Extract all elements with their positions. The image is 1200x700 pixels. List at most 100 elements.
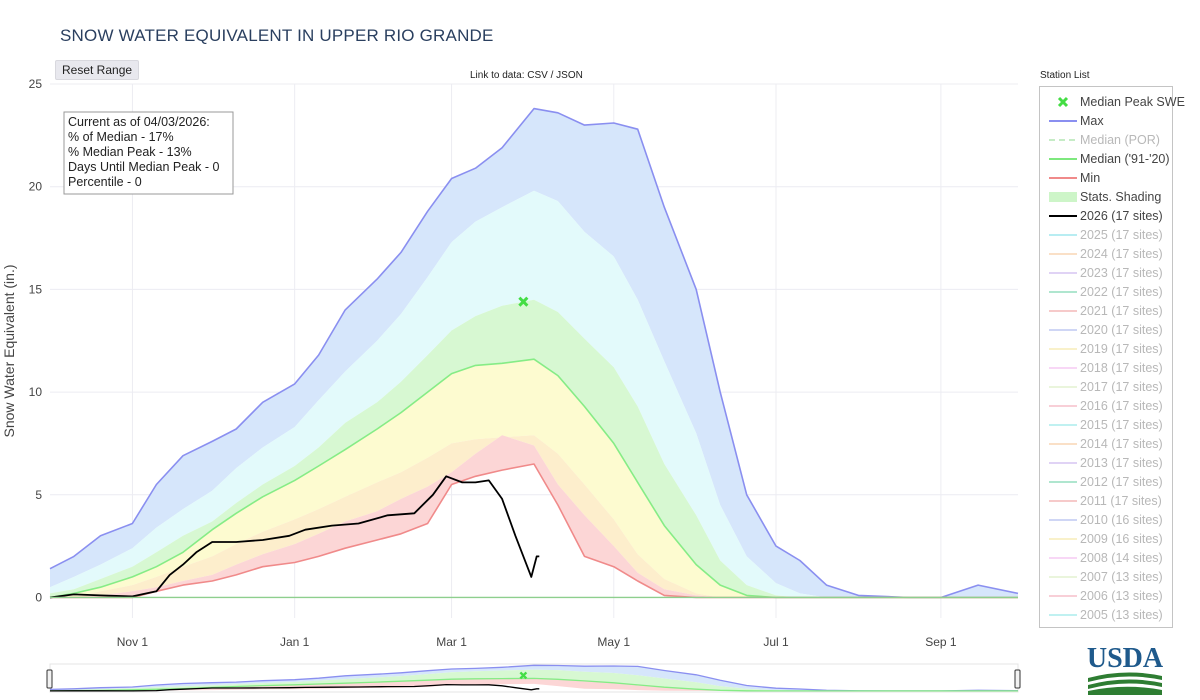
status-line: Days Until Median Peak - 0 — [68, 160, 220, 174]
legend-label: Median ('91-'20) — [1080, 152, 1170, 166]
stat-lines — [49, 107, 1019, 599]
stats-shading — [50, 108, 1018, 598]
range-handle-right[interactable] — [1014, 669, 1021, 689]
legend-swatch — [1049, 291, 1077, 293]
legend-label: 2020 (17 sites) — [1080, 323, 1163, 337]
x-tick-label: Mar 1 — [436, 635, 467, 649]
legend-item[interactable]: 2011 (17 sites) — [1040, 492, 1172, 511]
legend-swatch — [1049, 462, 1077, 464]
status-box: Current as of 04/03/2026:% of Median - 1… — [63, 111, 234, 195]
legend-label: 2009 (16 sites) — [1080, 532, 1163, 546]
legend-swatch — [1049, 253, 1077, 255]
legend-swatch — [1049, 367, 1077, 369]
legend-item[interactable]: Median Peak SWE — [1040, 93, 1185, 112]
legend-item[interactable]: 2017 (17 sites) — [1040, 378, 1172, 397]
mini-max-line — [49, 664, 1019, 692]
chart-title: SNOW WATER EQUIVALENT IN UPPER RIO GRAND… — [60, 26, 494, 45]
legend-swatch — [1049, 538, 1077, 540]
legend-label: 2008 (14 sites) — [1080, 551, 1163, 565]
legend-label: 2012 (17 sites) — [1080, 475, 1163, 489]
legend-swatch — [1049, 576, 1077, 578]
data-link[interactable]: Link to data: CSV / JSON — [470, 70, 583, 81]
legend-label: Max — [1080, 114, 1104, 128]
legend-item[interactable]: 2010 (16 sites) — [1040, 511, 1172, 530]
legend-label: 2017 (17 sites) — [1080, 380, 1163, 394]
legend-item[interactable]: Min — [1040, 169, 1172, 188]
legend-item[interactable]: 2008 (14 sites) — [1040, 549, 1172, 568]
legend-label: 2006 (13 sites) — [1080, 589, 1163, 603]
legend-swatch — [1049, 310, 1077, 312]
legend-label: 2018 (17 sites) — [1080, 361, 1163, 375]
legend-swatch — [1049, 519, 1077, 521]
legend-label: Stats. Shading — [1080, 190, 1162, 204]
legend-item[interactable]: 2018 (17 sites) — [1040, 359, 1172, 378]
legend-item[interactable]: 2012 (17 sites) — [1040, 473, 1172, 492]
legend-swatch — [1049, 481, 1077, 483]
legend-swatch — [1049, 386, 1077, 388]
y-tick-label: 10 — [29, 385, 43, 399]
legend-item[interactable]: 2024 (17 sites) — [1040, 245, 1172, 264]
band-median-p30 — [50, 359, 1018, 598]
legend-swatch — [1057, 96, 1069, 108]
legend-label: 2019 (17 sites) — [1080, 342, 1163, 356]
y-tick-label: 25 — [29, 77, 43, 91]
status-line: Current as of 04/03/2026: — [68, 115, 210, 129]
legend-swatch — [1049, 557, 1077, 559]
legend-item[interactable]: 2025 (17 sites) — [1040, 226, 1172, 245]
range-handle-left[interactable] — [46, 669, 53, 689]
status-box-frame — [63, 111, 234, 195]
mini-current-line — [49, 683, 540, 692]
legend-swatch — [1049, 139, 1077, 141]
legend-label: 2016 (17 sites) — [1080, 399, 1163, 413]
legend-swatch — [1049, 158, 1077, 160]
x-tick-label: Sep 1 — [925, 635, 957, 649]
legend-item[interactable]: Median (POR) — [1040, 131, 1172, 150]
range-slider[interactable] — [46, 663, 1021, 693]
usda-logo: USDA — [1087, 643, 1164, 695]
legend-swatch — [1049, 215, 1077, 217]
legend-label: 2011 (17 sites) — [1080, 494, 1162, 508]
max-line — [49, 107, 1019, 599]
current-year-line — [49, 475, 540, 599]
legend-swatch — [1049, 120, 1077, 122]
legend-item[interactable]: 2019 (17 sites) — [1040, 340, 1172, 359]
usda-logo-text: USDA — [1087, 643, 1164, 674]
legend-swatch — [1049, 177, 1077, 179]
band-p90-p70 — [50, 190, 1018, 598]
reset-range-button[interactable]: Reset Range — [55, 60, 140, 80]
legend-item[interactable]: 2021 (17 sites) — [1040, 302, 1172, 321]
legend-swatch — [1049, 595, 1077, 597]
legend-swatch — [1049, 405, 1077, 407]
legend-item[interactable]: 2007 (13 sites) — [1040, 568, 1172, 587]
y-tick-label: 15 — [29, 282, 43, 296]
legend-item[interactable]: 2005 (13 sites) — [1040, 606, 1172, 625]
legend-item[interactable]: 2026 (17 sites) — [1040, 207, 1172, 226]
legend: Median Peak SWE Max Median (POR) Median ('9… — [1039, 86, 1185, 628]
legend-label: 2007 (13 sites) — [1080, 570, 1163, 584]
legend-item[interactable]: 2020 (17 sites) — [1040, 321, 1172, 340]
legend-item[interactable]: 2009 (16 sites) — [1040, 530, 1172, 549]
legend-item[interactable]: 2014 (17 sites) — [1040, 435, 1172, 454]
legend-label: 2023 (17 sites) — [1080, 266, 1163, 280]
legend-label: 2014 (17 sites) — [1080, 437, 1163, 451]
legend-label: 2010 (16 sites) — [1080, 513, 1163, 527]
legend-label: 2021 (17 sites) — [1080, 304, 1163, 318]
legend-item[interactable]: 2022 (17 sites) — [1040, 283, 1172, 302]
band-p30-p10 — [50, 435, 1018, 598]
x-tick-label: Nov 1 — [117, 635, 149, 649]
x-tick-label: May 1 — [597, 635, 630, 649]
legend-item[interactable]: 2006 (13 sites) — [1040, 587, 1172, 606]
legend-item[interactable]: Max — [1040, 112, 1172, 131]
status-line: % of Median - 17% — [68, 130, 174, 144]
mini-band — [50, 669, 1018, 691]
legend-item[interactable]: 2016 (17 sites) — [1040, 397, 1172, 416]
legend-item[interactable]: Median ('91-'20) — [1040, 150, 1172, 169]
legend-item[interactable]: 2015 (17 sites) — [1040, 416, 1172, 435]
legend-label: 2024 (17 sites) — [1080, 247, 1163, 261]
legend-item[interactable]: 2013 (17 sites) — [1040, 454, 1172, 473]
legend-item[interactable]: 2023 (17 sites) — [1040, 264, 1172, 283]
status-line: % Median Peak - 13% — [68, 145, 192, 159]
legend-item[interactable]: Stats. Shading — [1040, 188, 1172, 207]
legend-label: 2025 (17 sites) — [1080, 228, 1163, 242]
